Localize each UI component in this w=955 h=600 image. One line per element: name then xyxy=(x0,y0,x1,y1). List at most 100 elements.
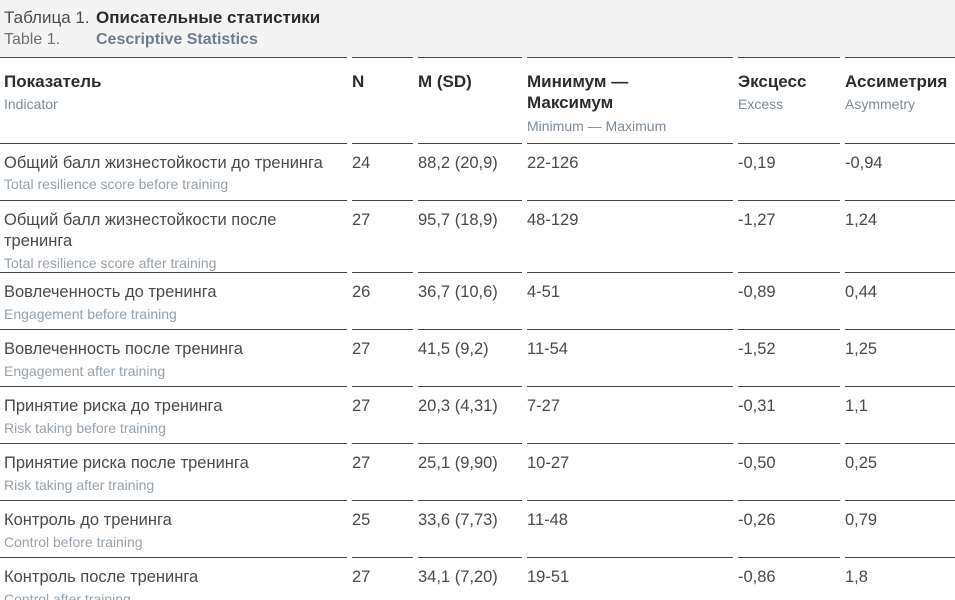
n-value: 27 xyxy=(352,397,371,416)
column-header-asymmetry-ru: Ассиметрия xyxy=(845,72,948,91)
m-sd-value: 95,7 (18,9) xyxy=(418,211,498,229)
asymmetry-cell: -0,94 xyxy=(845,143,955,200)
n-value: 26 xyxy=(352,283,371,302)
caption-line-ru: Таблица 1. Описательные статистики xyxy=(4,7,945,29)
table-row: Общий балл жизнестойкости после тренинга… xyxy=(0,200,955,272)
caption-title-en: Cescriptive Statistics xyxy=(96,31,258,48)
indicator-ru-label: Контроль после тренинга xyxy=(4,568,199,587)
n-cell: 27 xyxy=(352,386,413,443)
min-max-cell: 19-51 xyxy=(527,557,733,600)
column-header-excess-ru: Эксцесс xyxy=(738,72,807,91)
asymmetry-value: 1,24 xyxy=(845,211,878,229)
min-max-value: 22-126 xyxy=(527,154,579,172)
m-sd-cell: 88,2 (20,9) xyxy=(418,143,522,200)
table-row: Вовлеченность до тренинга Engagement bef… xyxy=(0,272,955,329)
min-max-cell: 22-126 xyxy=(527,143,733,200)
column-header-indicator-ru: Показатель xyxy=(4,72,102,91)
indicator-ru-label: Вовлеченность до тренинга xyxy=(4,283,217,302)
table-row: Вовлеченность после тренинга Engagement … xyxy=(0,329,955,386)
min-max-cell: 7-27 xyxy=(527,386,733,443)
excess-cell: -1,52 xyxy=(738,329,840,386)
min-max-cell: 48-129 xyxy=(527,200,733,272)
indicator-ru-label: Общий балл жизнестойкости после тренинга xyxy=(4,211,277,251)
excess-value: -0,26 xyxy=(738,511,776,530)
m-sd-value: 25,1 (9,90) xyxy=(418,454,498,473)
indicator-cell: Вовлеченность после тренинга Engagement … xyxy=(0,329,347,386)
indicator-ru-label: Контроль до тренинга xyxy=(4,511,172,530)
indicator-ru-label: Принятие риска до тренинга xyxy=(4,397,223,416)
min-max-cell: 10-27 xyxy=(527,443,733,500)
asymmetry-value: 1,1 xyxy=(845,397,868,416)
asymmetry-value: 0,79 xyxy=(845,511,878,530)
descriptive-statistics-table: Показатель Indicator N M (SD) Минимум — … xyxy=(0,57,955,600)
min-max-cell: 11-48 xyxy=(527,500,733,557)
column-header-n-label: N xyxy=(352,72,365,91)
excess-value: -0,86 xyxy=(738,568,776,587)
m-sd-cell: 41,5 (9,2) xyxy=(418,329,522,386)
column-header-m-sd-label: M (SD) xyxy=(418,72,472,91)
n-cell: 25 xyxy=(352,500,413,557)
caption-line-en: Table 1. Cescriptive Statistics xyxy=(4,29,945,51)
indicator-ru-label: Вовлеченность после тренинга xyxy=(4,340,243,359)
indicator-ru-label: Принятие риска после тренинга xyxy=(4,454,249,473)
excess-cell: -0,31 xyxy=(738,386,840,443)
m-sd-value: 20,3 (4,31) xyxy=(418,397,498,416)
asymmetry-value: 1,8 xyxy=(845,568,868,587)
excess-cell: -0,19 xyxy=(738,143,840,200)
excess-value: -1,27 xyxy=(738,211,776,229)
table-row: Принятие риска после тренинга Risk takin… xyxy=(0,443,955,500)
asymmetry-value: 0,44 xyxy=(845,283,878,302)
n-value: 25 xyxy=(352,511,371,530)
asymmetry-value: 0,25 xyxy=(845,454,878,473)
n-cell: 27 xyxy=(352,329,413,386)
asymmetry-cell: 0,25 xyxy=(845,443,955,500)
asymmetry-value: 1,25 xyxy=(845,340,878,359)
asymmetry-cell: 1,24 xyxy=(845,200,955,272)
table-row: Принятие риска до тренинга Risk taking b… xyxy=(0,386,955,443)
asymmetry-cell: 0,79 xyxy=(845,500,955,557)
table-row: Контроль до тренинга Control before trai… xyxy=(0,500,955,557)
n-value: 27 xyxy=(352,454,371,473)
min-max-value: 10-27 xyxy=(527,454,570,473)
indicator-cell: Контроль до тренинга Control before trai… xyxy=(0,500,347,557)
indicator-cell: Контроль после тренинга Control after tr… xyxy=(0,557,347,600)
column-header-excess-en: Excess xyxy=(738,96,784,113)
m-sd-value: 36,7 (10,6) xyxy=(418,283,498,302)
indicator-en-label: Risk taking before training xyxy=(4,419,166,436)
indicator-cell: Принятие риска до тренинга Risk taking b… xyxy=(0,386,347,443)
column-header-asymmetry: Ассиметрия Asymmetry xyxy=(845,57,955,143)
min-max-value: 4-51 xyxy=(527,283,561,302)
excess-cell: -1,27 xyxy=(738,200,840,272)
asymmetry-cell: 1,8 xyxy=(845,557,955,600)
n-cell: 27 xyxy=(352,443,413,500)
table-row: Контроль после тренинга Control after tr… xyxy=(0,557,955,600)
indicator-en-label: Control after training xyxy=(4,590,131,600)
indicator-en-label: Engagement after training xyxy=(4,362,166,379)
min-max-value: 19-51 xyxy=(527,568,570,587)
excess-cell: -0,50 xyxy=(738,443,840,500)
caption-prefix-ru: Таблица 1. xyxy=(4,8,90,27)
m-sd-value: 41,5 (9,2) xyxy=(418,340,489,359)
n-cell: 24 xyxy=(352,143,413,200)
indicator-cell: Принятие риска после тренинга Risk takin… xyxy=(0,443,347,500)
n-cell: 27 xyxy=(352,200,413,272)
m-sd-value: 34,1 (7,20) xyxy=(418,568,498,587)
excess-value: -0,89 xyxy=(738,283,776,302)
excess-cell: -0,86 xyxy=(738,557,840,600)
column-header-excess: Эксцесс Excess xyxy=(738,57,840,143)
indicator-en-label: Engagement before training xyxy=(4,305,177,322)
min-max-value: 11-48 xyxy=(527,511,568,530)
m-sd-value: 33,6 (7,73) xyxy=(418,511,498,530)
min-max-value: 48-129 xyxy=(527,211,579,229)
column-header-m-sd: M (SD) xyxy=(418,57,522,143)
column-header-min-max-ru: Минимум — Максимум xyxy=(527,72,629,113)
n-value: 27 xyxy=(352,568,371,587)
indicator-cell: Вовлеченность до тренинга Engagement bef… xyxy=(0,272,347,329)
min-max-value: 7-27 xyxy=(527,397,561,416)
table-row: Общий балл жизнестойкости до тренинга To… xyxy=(0,143,955,200)
n-cell: 26 xyxy=(352,272,413,329)
asymmetry-cell: 1,1 xyxy=(845,386,955,443)
m-sd-cell: 25,1 (9,90) xyxy=(418,443,522,500)
column-header-n: N xyxy=(352,57,413,143)
caption-prefix-en: Table 1. xyxy=(4,31,61,48)
